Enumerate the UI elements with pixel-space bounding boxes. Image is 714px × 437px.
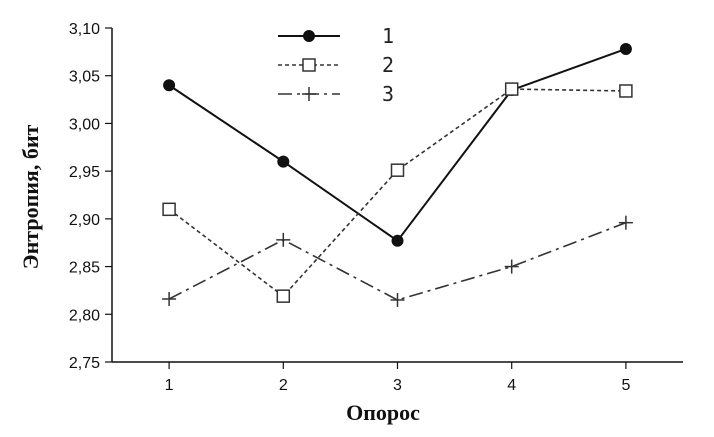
series-2-line <box>168 88 626 298</box>
axes <box>111 28 683 363</box>
x-tick-label: 4 <box>507 377 516 394</box>
legend-item-2: 2 <box>278 53 394 77</box>
point-marker <box>619 84 633 98</box>
point-marker <box>504 82 519 96</box>
y-tick-label: 2,95 <box>69 164 100 181</box>
point-marker <box>390 163 405 177</box>
y-tick-label: 2,80 <box>69 307 100 324</box>
legend: 1 2 3 <box>278 24 394 106</box>
x-tick-label: 3 <box>393 377 402 394</box>
point-marker <box>163 79 176 92</box>
point-marker <box>277 155 290 168</box>
legend-label: 3 <box>382 82 394 106</box>
point-marker <box>276 289 291 303</box>
point-marker <box>504 259 519 274</box>
y-tick-label: 3,00 <box>69 116 100 133</box>
legend-label: 2 <box>382 53 394 77</box>
legend-item-3: 3 <box>278 82 394 106</box>
point-marker <box>391 234 404 247</box>
y-tick-label: 2,90 <box>69 212 100 229</box>
point-marker <box>302 58 316 72</box>
series-3 <box>162 215 633 307</box>
y-tick-label: 3,05 <box>69 69 100 86</box>
point-marker <box>276 232 291 247</box>
point-marker <box>618 215 633 230</box>
point-marker <box>303 30 315 42</box>
x-tick-label: 1 <box>165 377 174 394</box>
y-axis-title: Энтропия, бит <box>18 124 43 269</box>
y-tick-label: 2,75 <box>69 355 100 372</box>
y-tick-label: 3,10 <box>69 21 100 38</box>
series-3-line <box>168 221 627 301</box>
series-1 <box>163 42 632 247</box>
point-marker <box>390 292 405 307</box>
legend-item-1: 1 <box>278 24 394 48</box>
y-tick-label: 2,85 <box>69 260 100 277</box>
legend-label: 1 <box>382 24 394 48</box>
series-2 <box>162 82 633 303</box>
point-marker <box>162 292 177 307</box>
point-marker <box>619 42 632 55</box>
point-marker <box>162 202 176 217</box>
series-1-line <box>168 48 627 243</box>
ticks: 2,75 2,80 2,85 2,90 2,95 3,00 3,05 3,10 1 2 3 4 5 <box>69 21 631 394</box>
series-group <box>162 42 633 307</box>
x-tick-label: 2 <box>279 377 288 394</box>
x-tick-label: 5 <box>621 377 630 394</box>
x-axis-title: Опорос <box>346 400 420 425</box>
point-marker <box>302 87 316 101</box>
